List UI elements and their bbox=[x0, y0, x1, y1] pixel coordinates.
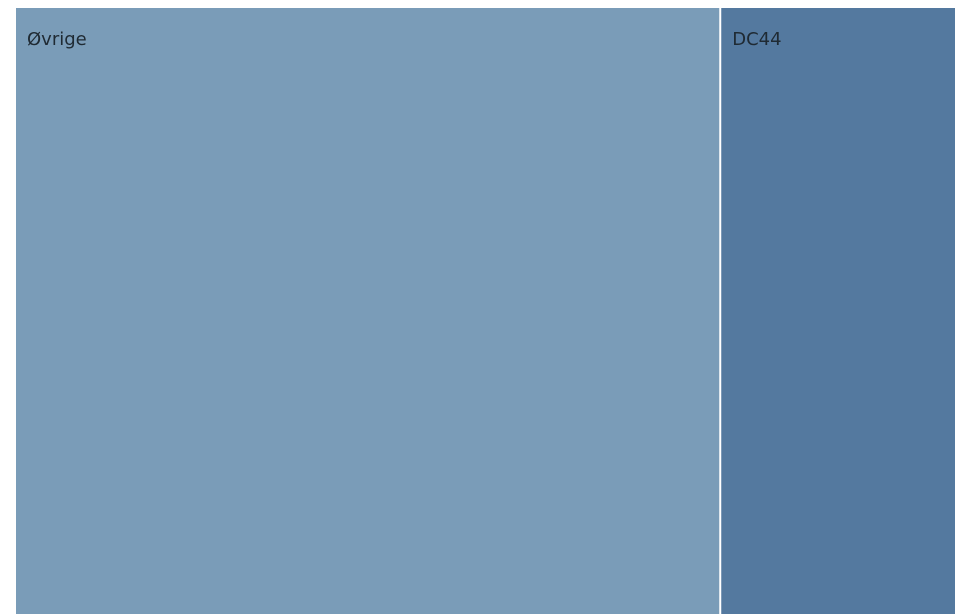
tile bbox=[16, 8, 720, 614]
tile-label: Øvrige bbox=[27, 29, 87, 50]
tile-label: DC44 bbox=[732, 29, 781, 50]
tile bbox=[721, 8, 955, 614]
